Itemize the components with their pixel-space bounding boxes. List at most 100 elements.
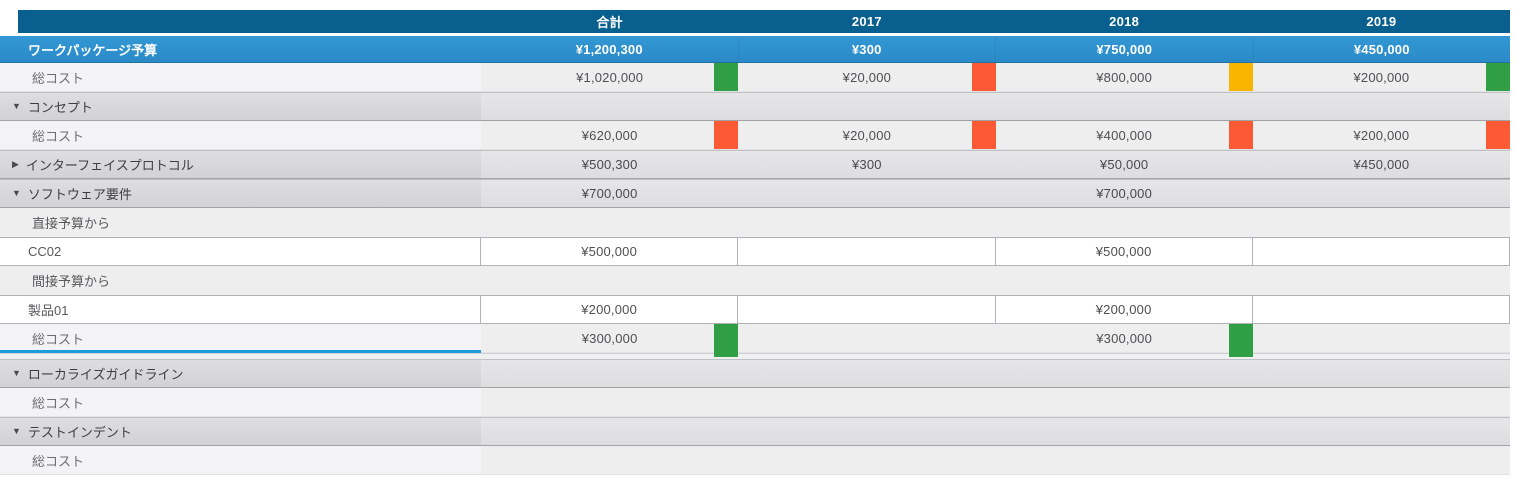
cell-entry-cc02-2017[interactable] xyxy=(738,238,996,265)
row-label-total-cost-concept: 総コスト xyxy=(0,121,481,149)
cell-value-text: ¥300 xyxy=(852,157,882,172)
cell-entry-product01-2017[interactable] xyxy=(738,296,996,323)
column-header-2017: 2017 xyxy=(851,14,882,29)
collapse-triangle-icon[interactable]: ▼ xyxy=(12,188,21,198)
cell-entry-product01-2018[interactable]: ¥200,000 xyxy=(996,296,1253,323)
cell-value-text: ¥400,000 xyxy=(1096,127,1153,143)
active-cell-underline xyxy=(0,350,481,353)
row-values: ¥300,000 ¥300,000 xyxy=(481,324,1510,357)
cell-total-cost-software-2017 xyxy=(738,324,995,352)
column-header-row: 合計 2017 2018 2019 xyxy=(18,10,1510,33)
cell-entry-cc02-2018[interactable]: ¥500,000 xyxy=(996,238,1253,265)
row-label-group-localization-guideline[interactable]: ▼ ローカライズガイドライン xyxy=(0,360,481,387)
row-label-subheader-indirect-budget: 間接予算から xyxy=(0,266,481,295)
row-entry-product01: 製品01 ¥200,000 ¥200,000 xyxy=(0,295,1510,324)
row-total-cost-test: 総コスト xyxy=(0,446,1510,475)
row-label-text: ローカライズガイドライン xyxy=(27,367,184,382)
cell-value-text: ¥500,300 xyxy=(581,157,638,172)
row-label-total-cost-test: 総コスト xyxy=(0,446,481,474)
row-label-entry-cc02: CC02 xyxy=(0,238,481,265)
cell-total-cost-summary-合計: ¥1,020,000 xyxy=(481,63,739,91)
row-values: ¥500,300 ¥300 ¥50,000 ¥450,000 xyxy=(481,151,1510,178)
cell-entry-cc02-2019[interactable] xyxy=(1253,238,1510,265)
cell-group-test-indent-2019 xyxy=(1253,418,1510,445)
expand-triangle-icon[interactable]: ▶ xyxy=(12,159,19,169)
column-header-2018: 2018 xyxy=(1109,14,1140,29)
column-header-合計: 合計 xyxy=(596,15,623,30)
collapse-triangle-icon[interactable]: ▼ xyxy=(12,426,21,436)
row-label-text: 総コスト xyxy=(32,70,85,86)
cell-value-text: ¥1,020,000 xyxy=(576,69,644,85)
row-values: ¥200,000 ¥200,000 xyxy=(481,296,1510,323)
collapse-triangle-icon[interactable]: ▼ xyxy=(12,368,21,378)
row-group-software-requirements[interactable]: ▼ ソフトウェア要件 ¥700,000 ¥700,000 xyxy=(0,179,1510,208)
cell-value-text: ¥800,000 xyxy=(1096,69,1153,85)
cell-group-concept-合計 xyxy=(481,93,738,120)
cell-entry-product01-2019[interactable] xyxy=(1253,296,1510,323)
cell-entry-product01-合計[interactable]: ¥200,000 xyxy=(481,296,739,323)
cell-total-cost-software-2018: ¥300,000 xyxy=(996,324,1253,357)
row-label-text: 間接予算から xyxy=(32,274,111,289)
row-label-subheader-direct-budget: 直接予算から xyxy=(0,208,481,237)
cell-group-concept-2018 xyxy=(996,93,1253,120)
cell-total-cost-test-2018 xyxy=(996,446,1253,474)
cell-total-cost-summary-2017: ¥20,000 xyxy=(738,63,996,91)
cell-group-software-requirements-2017 xyxy=(738,180,995,207)
cell-total-cost-test-2017 xyxy=(738,446,995,474)
row-group-interface-protocol[interactable]: ▶ インターフェイスプロトコル ¥500,300 ¥300 ¥50,000 ¥450,00… xyxy=(0,150,1510,179)
cell-subheader-indirect-budget-2018 xyxy=(996,266,1253,295)
row-label-group-concept[interactable]: ▼ コンセプト xyxy=(0,93,481,120)
cell-value-text: ¥200,000 xyxy=(1353,69,1410,85)
cell-subheader-direct-budget-2019 xyxy=(1253,208,1510,237)
row-label-text: 総コスト xyxy=(32,128,85,144)
status-indicator-green xyxy=(714,324,739,357)
cell-work-package-budget-2019[interactable]: ¥450,000 xyxy=(1252,36,1511,62)
cell-value-text: ¥450,000 xyxy=(1353,41,1410,57)
cell-group-localization-guideline-合計 xyxy=(481,360,738,387)
row-label-total-cost-localization: 総コスト xyxy=(0,388,481,416)
row-values xyxy=(481,93,1510,120)
cell-value-text: ¥500,000 xyxy=(1095,244,1152,259)
cell-group-interface-protocol-合計: ¥500,300 xyxy=(481,151,738,178)
status-indicator-green xyxy=(1228,324,1253,357)
row-label-group-interface-protocol[interactable]: ▶ インターフェイスプロトコル xyxy=(0,151,481,178)
row-values xyxy=(481,360,1510,387)
cell-work-package-budget-2018[interactable]: ¥750,000 xyxy=(995,36,1253,62)
cell-subheader-indirect-budget-2019 xyxy=(1253,266,1510,295)
row-values xyxy=(481,388,1510,416)
row-values xyxy=(481,446,1510,474)
cell-work-package-budget-2017[interactable]: ¥300 xyxy=(737,36,996,62)
row-values: ¥500,000 ¥500,000 xyxy=(481,238,1510,265)
status-indicator-red xyxy=(1486,121,1510,149)
row-total-cost-summary: 総コスト ¥1,020,000 ¥20,000 ¥800,000 ¥200,000 xyxy=(0,63,1510,92)
row-values: ¥1,200,300 ¥300 ¥750,000 ¥450,000 xyxy=(481,36,1510,62)
cell-value-text: ¥300 xyxy=(851,41,882,57)
status-indicator-red xyxy=(714,121,739,149)
cell-total-cost-concept-2017: ¥20,000 xyxy=(738,121,996,149)
status-indicator-red xyxy=(971,121,996,149)
cell-group-test-indent-2017 xyxy=(738,418,995,445)
cell-total-cost-concept-合計: ¥620,000 xyxy=(481,121,739,149)
row-label-work-package-budget: ワークパッケージ予算 xyxy=(0,36,481,62)
cell-total-cost-test-2019 xyxy=(1253,446,1510,474)
row-total-cost-software: 総コスト ¥300,000 ¥300,000 xyxy=(0,324,1510,357)
cell-total-cost-concept-2019: ¥200,000 xyxy=(1253,121,1510,149)
cell-work-package-budget-合計[interactable]: ¥1,200,300 xyxy=(481,36,738,62)
cell-entry-cc02-合計[interactable]: ¥500,000 xyxy=(481,238,739,265)
cell-subheader-direct-budget-2017 xyxy=(738,208,995,237)
row-group-test-indent[interactable]: ▼ テストインデント xyxy=(0,417,1510,446)
row-group-localization-guideline[interactable]: ▼ ローカライズガイドライン xyxy=(0,359,1510,388)
row-label-text: 製品01 xyxy=(28,303,69,318)
header-gap xyxy=(0,33,1510,36)
cell-value-text: ¥500,000 xyxy=(581,244,638,259)
row-label-text: インターフェイスプロトコル xyxy=(25,158,194,173)
cell-value-text: ¥50,000 xyxy=(1099,157,1149,172)
row-group-concept[interactable]: ▼ コンセプト xyxy=(0,92,1510,121)
cell-group-interface-protocol-2018: ¥50,000 xyxy=(996,151,1253,178)
cost-table: 合計 2017 2018 2019 ワークパッケージ予算 ¥1,200,300 ¥300 ¥… xyxy=(0,10,1510,475)
row-subheader-direct-budget: 直接予算から xyxy=(0,208,1510,237)
row-label-group-software-requirements[interactable]: ▼ ソフトウェア要件 xyxy=(0,180,481,207)
collapse-triangle-icon[interactable]: ▼ xyxy=(12,101,21,111)
row-label-group-test-indent[interactable]: ▼ テストインデント xyxy=(0,418,481,445)
